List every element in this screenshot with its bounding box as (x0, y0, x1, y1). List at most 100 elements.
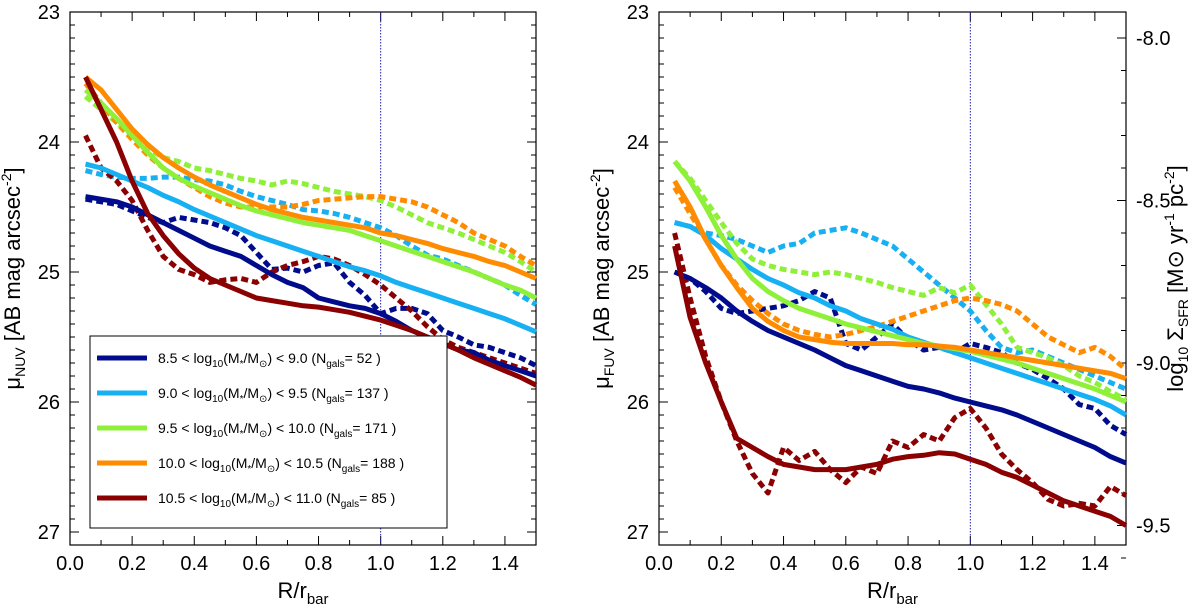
legend-mass-star: * (240, 429, 244, 440)
legend-label: 10.5 < log10(M*/M⊙) < 11.0 (Ngals= 85 ) (158, 490, 395, 510)
legend-ngals-eq: = (352, 420, 364, 436)
legend-ngals-open: (N (323, 455, 342, 471)
series-line-dotted-10.0-10.5 (672, 186, 1128, 372)
legend-mass-slash: /M (243, 350, 259, 366)
x-tick-label: 0.6 (242, 553, 270, 575)
y2-title-sigma: Σ (1163, 327, 1188, 347)
legend-ngals-sub: gals (341, 499, 359, 510)
series-line-dotted-9.5-10.0 (83, 94, 538, 275)
y-title-close: ] (0, 167, 25, 173)
y-tick-label: 27 (627, 522, 649, 544)
x-title-sub: bar (896, 591, 918, 608)
legend-ngals-eq: = (345, 385, 357, 401)
legend-hi: 9.0 (288, 350, 308, 366)
x-tick-label: 0.6 (832, 553, 860, 575)
y-tick-label: 23 (38, 2, 60, 24)
legend-ngals-open: (N (308, 350, 327, 366)
legend-ngals-close: ) (380, 385, 389, 401)
legend-lt: < (185, 490, 201, 506)
y-tick-label: 25 (38, 262, 60, 284)
x-axis-title: R/rbar (867, 578, 918, 608)
legend-lo: 10.5 (158, 490, 185, 506)
legend-label: 9.0 < log10(M*/M⊙) < 9.5 (Ngals= 137 ) (158, 385, 389, 405)
legend-mass-slash: /M (243, 420, 259, 436)
legend-mass-sun: ⊙ (267, 464, 275, 475)
legend-log: log (201, 490, 220, 506)
y-axis-title: μFUV [AB mag arcsec-2] (587, 168, 617, 389)
legend-lt: < (272, 385, 288, 401)
legend-mass-open: (M (231, 490, 247, 506)
legend-mass-open: (M (223, 385, 239, 401)
x-tick-label: 0.2 (707, 553, 735, 575)
legend-box (89, 335, 448, 529)
legend-ngals-close: ) (396, 455, 405, 471)
legend-mass-close: ) (267, 420, 272, 436)
x-tick-label: 1.4 (1081, 553, 1109, 575)
series-line-solid-10.5-11.0 (83, 75, 538, 388)
legend-label: 8.5 < log10(M*/M⊙) < 9.0 (Ngals= 52 ) (158, 350, 381, 370)
legend-ngals-close: ) (387, 490, 396, 506)
x-tick-label: 1.2 (429, 553, 457, 575)
y2-tick-label: -9.5 (1136, 516, 1170, 538)
x-axis-title: R/rbar (277, 578, 328, 608)
legend-lo: 9.5 (158, 420, 178, 436)
y2-title-sup: -2 (1161, 171, 1177, 184)
y2-tick-label: -8.5 (1136, 191, 1170, 213)
legend-ngals-open: (N (315, 420, 334, 436)
x-tick-label: 0.8 (894, 553, 922, 575)
y-title-close: ] (589, 168, 614, 174)
legend-ngals-value: 85 (371, 490, 387, 506)
legend-mass-close: ) (267, 385, 272, 401)
legend-ngals-open: (N (322, 490, 341, 506)
x-title-sub: bar (307, 591, 329, 608)
legend-log: log (201, 455, 220, 471)
y2-title-log: log (1163, 362, 1188, 391)
legend-hi: 10.5 (296, 455, 323, 471)
panel-right: 0.0 0.2 0.4 0.6 0.8 1.0 1.2 1.4 23 24 25 26 27 -8.0 -8… (587, 2, 1191, 608)
legend-mass-open: (M (223, 420, 239, 436)
legend-mass-sun: ⊙ (259, 359, 267, 370)
series-line-solid-10.0-10.5 (672, 179, 1127, 381)
legend-lt: < (177, 385, 193, 401)
legend-lt: < (185, 455, 201, 471)
legend-mass-star: * (247, 464, 251, 475)
legend-ngals-sub: gals (342, 464, 360, 475)
y2-title-sub-sfr: SFR (1175, 299, 1191, 327)
legend-lo: 8.5 (158, 350, 178, 366)
legend-hi: 11.0 (296, 490, 322, 506)
x-tick-label: 0.0 (645, 553, 673, 575)
legend-mass-open: (M (231, 455, 247, 471)
series-line-solid-8.5-9.0 (673, 269, 1127, 466)
legend-mass-sun: ⊙ (259, 429, 267, 440)
y-title-mu: μ (0, 377, 25, 390)
series-line-solid-9.0-9.5 (84, 161, 537, 335)
legend-hi: 9.5 (288, 385, 308, 401)
legend-ngals-open: (N (308, 385, 327, 401)
y2-axis-title: log10 ΣSFR [M⊙ yr-1 pc-2] (1161, 165, 1191, 392)
legend-lo: 10.0 (158, 455, 185, 471)
y-title-sub: NUV (12, 347, 28, 377)
y-axis-title: μNUV [AB mag arcsec-2] (0, 167, 28, 389)
y2-title-sun: ⊙ (1163, 250, 1188, 268)
legend-mass-close: ) (275, 455, 280, 471)
legend-ngals-value: 171 (364, 420, 388, 436)
legend-mass-close: ) (275, 490, 280, 506)
legend-log: log (193, 420, 212, 436)
series-line-dotted-10.5-11.0 (672, 232, 1128, 509)
legend-mass-slash: /M (251, 455, 267, 471)
legend-hi: 10.0 (288, 420, 315, 436)
x-tick-label: 1.0 (367, 553, 395, 575)
legend-ngals-sub: gals (334, 429, 352, 440)
legend-mass-close: ) (267, 350, 272, 366)
legend-ngals-eq: = (360, 455, 372, 471)
legend-ngals-eq: = (345, 350, 357, 366)
y-tick-label: 27 (38, 522, 60, 544)
y-title-sup: -2 (587, 174, 603, 187)
series-line-solid-10.0-10.5 (83, 75, 537, 281)
y-tick-label: 26 (38, 392, 60, 414)
legend-log-sub: 10 (212, 429, 224, 440)
y-title-units: [AB mag arcsec (589, 187, 614, 348)
legend-log: log (193, 350, 212, 366)
y2-title-yr: yr (1163, 226, 1188, 250)
